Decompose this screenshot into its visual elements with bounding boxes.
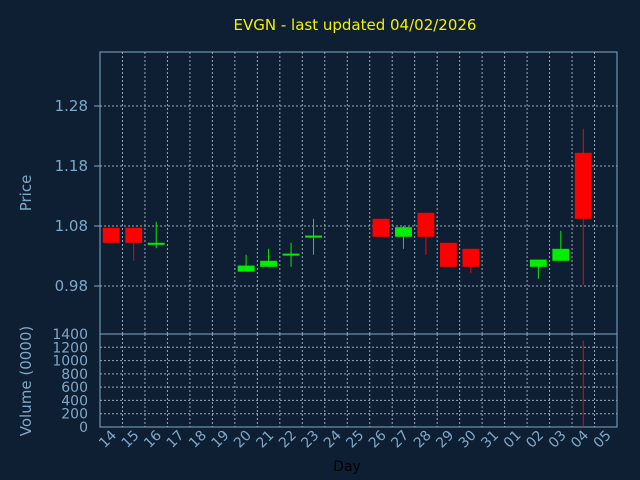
x-tick-label: 25 [343,428,367,452]
x-tick-label: 20 [231,428,255,452]
price-panel: 0.98 1.08 1.18 1.28 Price [17,51,618,335]
price-y-axis-label: Price [17,175,35,212]
x-tick-label: 23 [298,428,322,452]
x-tick-label: 02 [523,428,547,452]
price-candles [102,128,592,285]
chart-title: EVGN - last updated 04/02/2026 [234,16,477,34]
volume-y-tick-label: 1000 [52,354,88,370]
candle-body [395,227,412,237]
volume-y-axis-label: Volume (0000) [17,326,35,436]
candle-body [417,212,435,237]
candle-body [305,235,322,238]
candle-body [237,265,255,272]
price-y-tick-label: 1.28 [55,97,88,115]
volume-grid [100,334,617,427]
x-tick-label: 01 [501,428,525,452]
volume-y-tick-label: 0 [79,420,88,436]
volume-plot-area [99,333,618,428]
candle-body [260,260,278,267]
x-tick-label: 04 [568,427,592,451]
x-tick-label: 17 [164,428,188,452]
volume-y-tick-label: 800 [61,367,88,383]
price-y-tick-label: 1.08 [55,217,88,235]
x-tick-label: 18 [186,428,210,452]
candle-body [102,227,120,243]
candle-body [574,152,592,219]
candle-body [552,248,570,261]
x-tick-label: 16 [141,427,165,451]
price-y-tick-label: 1.18 [55,157,88,175]
x-tick-label: 21 [253,428,277,452]
volume-y-tick-label: 600 [61,380,88,396]
x-tick-label: 19 [209,428,233,452]
x-tick-label: 27 [388,428,412,452]
candle-body [125,227,143,243]
x-ticks: 1415161718192021222324252627282930310102… [96,427,614,451]
volume-y-tick-label: 200 [61,407,88,423]
candle-body [462,248,480,267]
x-tick-label: 05 [591,428,615,452]
candle-body [372,218,390,237]
x-tick-label: 30 [456,428,480,452]
candle-body [147,242,165,245]
x-tick-label: 15 [119,428,143,452]
volume-y-tick-label: 400 [61,393,88,409]
price-plot-area [99,51,618,335]
x-tick-label: 31 [478,428,502,452]
x-tick-label: 03 [546,428,570,452]
x-tick-label: 29 [433,428,457,452]
x-tick-label: 24 [321,427,345,451]
x-tick-label: 28 [411,428,435,452]
price-y-tick-label: 0.98 [55,277,88,295]
price-grid [100,52,617,334]
candle-body [439,242,457,267]
x-tick-label: 26 [366,427,390,451]
x-axis-label: Day [333,459,361,475]
x-tick-label: 22 [276,428,300,452]
volume-y-tick-label: 1200 [52,340,88,356]
candle-body [282,253,300,256]
candle-body [529,259,547,267]
price-y-ticks: 0.98 1.08 1.18 1.28 [55,97,100,295]
volume-y-tick-label: 1400 [52,327,88,343]
x-tick-label: 14 [96,427,120,451]
